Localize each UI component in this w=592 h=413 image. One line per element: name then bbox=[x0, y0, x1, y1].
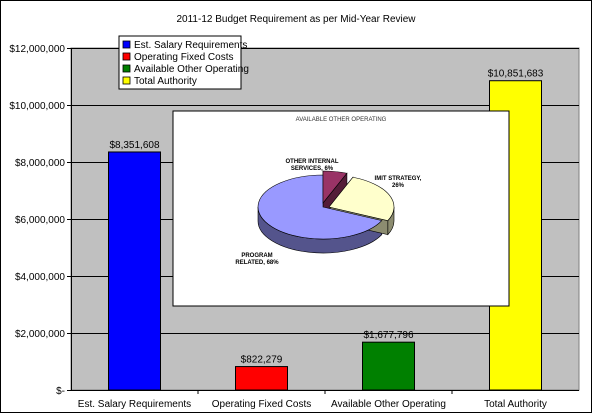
y-tick-label: $8,000,000 bbox=[15, 158, 65, 169]
bar-value-label: $8,351,608 bbox=[109, 140, 159, 151]
bar-3 bbox=[362, 341, 415, 391]
legend-box bbox=[118, 35, 242, 90]
pie-title: AVAILABLE OTHER OPERATING bbox=[296, 117, 387, 123]
pie-slice-label: 26% bbox=[392, 183, 405, 189]
legend-label: Available Other Operating bbox=[134, 64, 249, 75]
pie-slice-label: PROGRAM bbox=[241, 253, 272, 259]
pie-inset: AVAILABLE OTHER OPERATING PROGRAMRELATED,… bbox=[172, 110, 510, 307]
pie-slice bbox=[257, 174, 383, 240]
bar-value-label: $10,851,683 bbox=[488, 69, 544, 80]
pie-slice bbox=[328, 176, 395, 221]
bar-1 bbox=[108, 151, 161, 391]
y-tick-label: $10,000,000 bbox=[9, 101, 65, 112]
x-category-label: Total Authority bbox=[484, 399, 547, 410]
pie-slice-label: RELATED, 68% bbox=[235, 260, 279, 266]
chart-title: 2011-12 Budget Requirement as per Mid-Ye… bbox=[176, 14, 416, 25]
legend-swatch bbox=[122, 40, 131, 49]
pie-slice bbox=[322, 170, 348, 204]
pie-slice-label: OTHER INTERNAL bbox=[286, 159, 339, 165]
y-tick-label: $2,000,000 bbox=[15, 329, 65, 340]
legend-label: Est. Salary Requirements bbox=[134, 40, 247, 51]
bar-value-label: $1,677,796 bbox=[363, 330, 413, 341]
data-labels: $8,351,608 $822,279 $1,677,796 $10,851,683 bbox=[109, 69, 543, 366]
legend-swatch bbox=[122, 64, 131, 73]
legend-label: Total Authority bbox=[134, 76, 197, 87]
y-tick-label: $12,000,000 bbox=[9, 44, 65, 55]
bar-2 bbox=[235, 366, 288, 391]
y-tick-label: $6,000,000 bbox=[15, 215, 65, 226]
x-category-label: Operating Fixed Costs bbox=[212, 399, 312, 410]
legend-label: Operating Fixed Costs bbox=[134, 52, 234, 63]
legend-swatch bbox=[122, 76, 131, 85]
x-category-label: Available Other Operating bbox=[331, 399, 446, 410]
pie-slice-label: SERVICES, 6% bbox=[291, 166, 334, 172]
legend-swatch bbox=[122, 52, 131, 61]
pie-slice-label: IMIT STRATEGY, bbox=[375, 176, 422, 182]
y-tick-label: $- bbox=[56, 386, 65, 397]
y-tick-label: $4,000,000 bbox=[15, 272, 65, 283]
x-category-label: Est. Salary Requirements bbox=[78, 399, 191, 410]
bar-value-label: $822,279 bbox=[241, 355, 283, 366]
